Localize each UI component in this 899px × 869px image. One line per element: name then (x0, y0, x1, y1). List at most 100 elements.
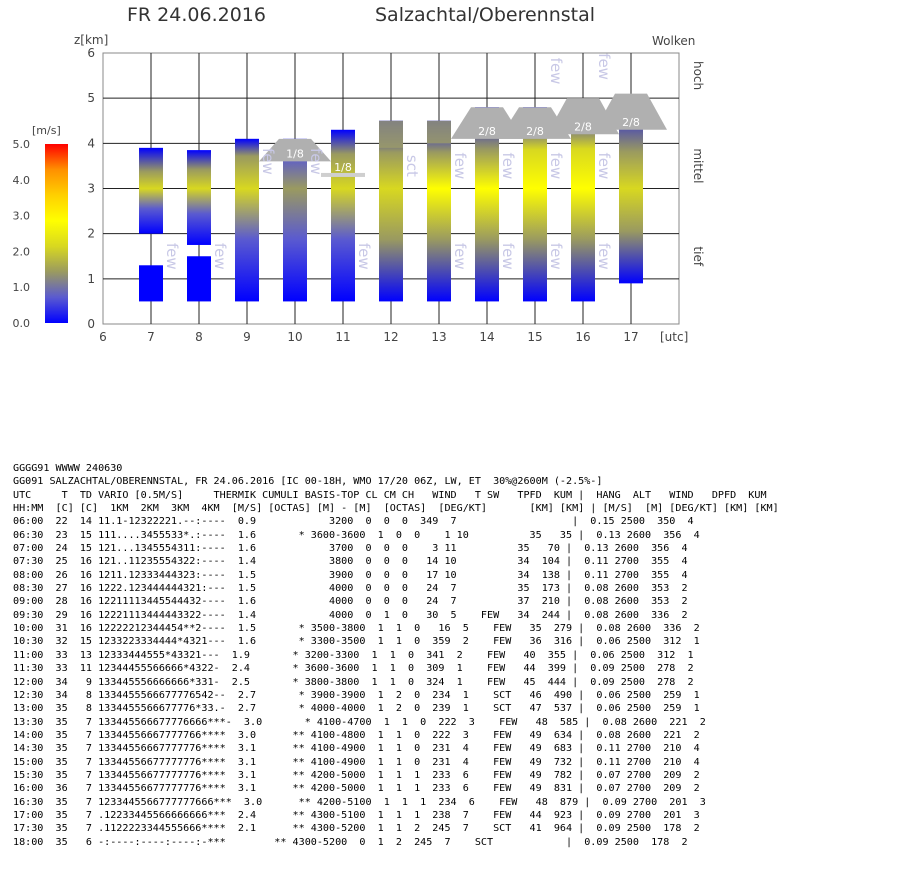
climb-rate-bar (139, 147, 163, 234)
table-row: 15:00 35 7 13344556677777776**** 3.1 ** … (13, 756, 700, 768)
cloud-type-label: few (499, 153, 517, 180)
cloud-cover-label: 1/8 (286, 147, 304, 160)
y-axis-label: z[km] (74, 33, 108, 47)
cloud-axis-label: Wolken (652, 34, 695, 48)
table-row: GGGG91 WWWW 240630 (13, 463, 123, 474)
table-row: 07:30 25 16 121..11235554322:---- 1.4 38… (13, 556, 688, 568)
y-tick-label: 2 (87, 227, 95, 241)
table-row: 10:00 31 16 12222212344454**2---- 1.5 * … (13, 623, 700, 635)
x-tick-label: 12 (383, 330, 398, 344)
x-tick-label: 14 (479, 330, 494, 344)
cloud-type-label: few (451, 153, 469, 180)
table-row: 17:30 35 7 .1122223344555666**** 2.1 ** … (13, 823, 700, 835)
table-row: 08:00 26 16 1211.12333444323:---- 1.5 39… (13, 569, 688, 581)
colorbar-tick-label: 0.0 (13, 317, 31, 330)
x-tick-label: 15 (527, 330, 542, 344)
cloud-cover-label: 2/8 (622, 116, 640, 129)
cloud-type-label: few (547, 58, 565, 85)
table-row: 11:30 33 11 12344455566666*4322- 2.4 * 3… (13, 663, 694, 675)
x-tick-label: 17 (623, 330, 638, 344)
y-tick-label: 4 (87, 136, 95, 150)
table-row: 11:00 33 13 12333444555*43321--- 1.9 * 3… (13, 649, 694, 661)
table-row: 06:30 23 15 111....3455533*.:---- 1.6 * … (13, 529, 700, 541)
y-tick-label: 5 (87, 91, 95, 105)
table-row: 10:30 32 15 1233223334444*4321--- 1.6 * … (13, 636, 700, 648)
cloud-level-label: hoch (691, 61, 705, 90)
climb-rate-bar (571, 102, 595, 302)
y-tick-label: 6 (87, 46, 95, 60)
cloud-box (379, 120, 403, 148)
cloud-type-label: few (595, 53, 613, 80)
table-row: 14:30 35 7 13344556667777776**** 3.1 ** … (13, 743, 700, 755)
table-row: 15:30 35 7 13344556677777776**** 3.1 ** … (13, 769, 700, 781)
climb-rate-bar (523, 107, 547, 302)
cloud-type-label: few (595, 243, 613, 270)
y-tick-label: 1 (87, 272, 95, 286)
table-row: 12:00 34 9 133445556666666*331- 2.5 * 38… (13, 676, 694, 688)
table-row: 13:00 35 8 1334455566677776*33.- 2.7 * 4… (13, 703, 700, 715)
x-tick-label: 7 (147, 330, 155, 344)
colorbar-label: [m/s] (32, 124, 61, 137)
colorbar-tick-label: 5.0 (13, 138, 31, 151)
table-row: 14:00 35 7 13344556667777766**** 3.0 ** … (13, 729, 700, 741)
cloud-cover-label: 2/8 (574, 120, 592, 133)
cloud-cover-label: 2/8 (478, 125, 496, 138)
table-row: 08:30 27 16 1222.123444444321:--- 1.5 40… (13, 583, 688, 595)
colorbar-tick-label: 1.0 (13, 281, 31, 294)
cloud-type-label: few (355, 243, 373, 270)
climb-rate-bar (235, 138, 259, 302)
cloud-cover-label: 2/8 (526, 125, 544, 138)
table-row: 18:00 35 6 -:----:----:----:-*** ** 4300… (13, 836, 688, 848)
cloud-type-label: few (547, 243, 565, 270)
table-row: 17:00 35 7 .12233445566666666*** 2.4 ** … (13, 809, 700, 821)
cloud-type-label: few (451, 243, 469, 270)
cloud-type-label: few (307, 148, 325, 175)
cloud-type-label: few (595, 153, 613, 180)
climb-rate-bar (139, 265, 163, 302)
cloud-type-label: sct (403, 155, 421, 177)
table-row: 13:30 35 7 133445566677776666***- 3.0 * … (13, 716, 706, 728)
table-row: 06:00 22 14 11.1-12322221.--:---- 0.9 32… (13, 516, 694, 528)
x-tick-label: 13 (431, 330, 446, 344)
climb-rate-bar (331, 129, 355, 302)
forecast-table: GGGG91 WWWW 240630 GG091 SALZACHTAL/OBERE… (13, 462, 779, 849)
x-tick-label: 9 (243, 330, 251, 344)
cloud-type-label: few (547, 153, 565, 180)
x-tick-label: 16 (575, 330, 590, 344)
colorbar-tick-label: 3.0 (13, 210, 31, 223)
y-tick-label: 3 (87, 182, 95, 196)
cloud-type-label: few (499, 243, 517, 270)
cloud-type-label: few (163, 243, 181, 270)
cloud-box (427, 120, 451, 144)
cloud-type-label: few (259, 148, 277, 175)
x-tick-label: 8 (195, 330, 203, 344)
cloud-level-label: tief (691, 246, 705, 266)
cloud-cover-label: 1/8 (334, 161, 352, 174)
colorbar-tick-label: 2.0 (13, 245, 31, 258)
cloud-box (595, 93, 667, 130)
table-row: 09:30 29 16 12221113444443322---- 1.4 40… (13, 609, 688, 621)
table-row: UTC T TD VARIO [0.5M/S] THERMIK CUMULI B… (13, 489, 767, 501)
climb-rate-bar (379, 120, 403, 302)
x-tick-label: 6 (99, 330, 107, 344)
colorbar (45, 144, 68, 323)
colorbar-tick-label: 4.0 (13, 174, 31, 187)
x-tick-label: 11 (335, 330, 350, 344)
x-axis-label: [utc] (660, 330, 688, 344)
table-row: 16:00 36 7 13344556677777776**** 3.1 ** … (13, 783, 700, 795)
forecast-date: FR 24.06.2016 (127, 4, 266, 26)
table-row: HH:MM [C] [C] 1KM 2KM 3KM 4KM [M/S] [OCT… (13, 503, 779, 515)
cloud-box (321, 172, 365, 177)
forecast-location: Salzachtal/Oberennstal (375, 4, 596, 26)
y-tick-label: 0 (87, 317, 95, 331)
climb-rate-bar (427, 120, 451, 302)
climb-rate-bar (475, 107, 499, 302)
cloud-type-label: few (211, 243, 229, 270)
table-row: 16:30 35 7 1233445566777777666*** 3.0 **… (13, 796, 706, 808)
cloud-level-label: mittel (691, 148, 705, 183)
table-row: 07:00 24 15 121...1345554311:---- 1.6 37… (13, 543, 688, 555)
climb-rate-bar (283, 138, 307, 302)
x-tick-label: 10 (287, 330, 302, 344)
climb-rate-bar (187, 150, 211, 245)
